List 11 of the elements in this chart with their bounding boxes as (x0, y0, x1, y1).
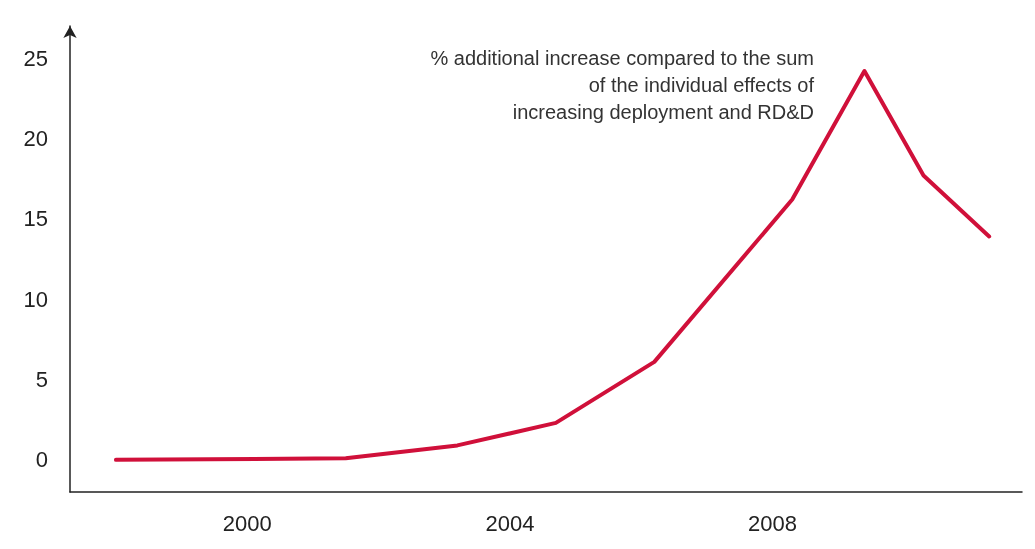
x-tick-label: 2008 (748, 510, 797, 536)
y-tick-label: 10 (23, 286, 48, 312)
x-tick-label: 2000 (222, 510, 272, 536)
line-series (113, 68, 992, 462)
x-tick-label: 2004 (485, 510, 535, 536)
annotation: % additional increase compared to the sum of the individual effects of increasing deployment and RD&D (430, 46, 815, 123)
y-tick-label: 15 (23, 206, 48, 232)
y-tick-label: 25 (23, 45, 48, 71)
y-tick-label: 0 (35, 447, 48, 473)
y-tick-label: 5 (35, 367, 48, 393)
y-tick-label: 20 (23, 125, 48, 151)
